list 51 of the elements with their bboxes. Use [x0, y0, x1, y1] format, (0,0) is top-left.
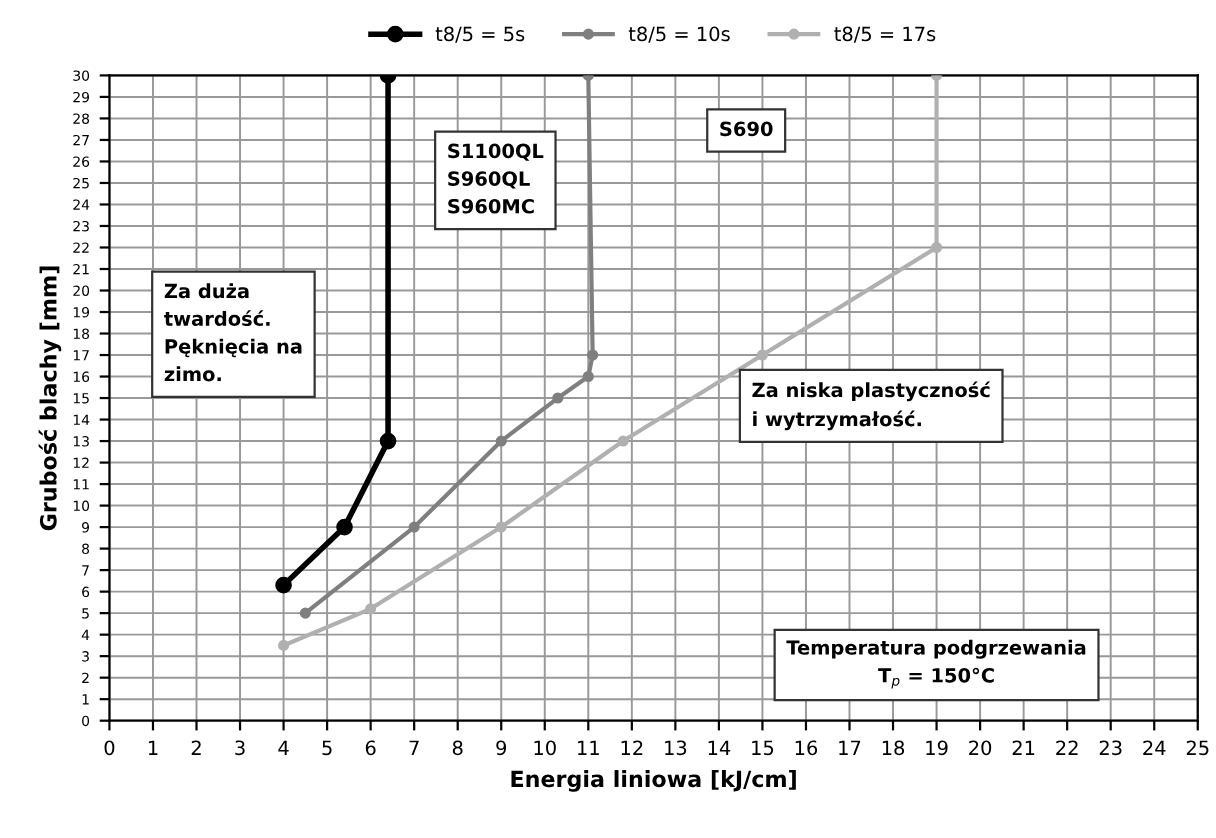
- x-tick-label: 3: [235, 740, 245, 756]
- point: [299, 607, 311, 619]
- x-tick-label: 18: [882, 740, 905, 756]
- x-tick-label: 19: [926, 740, 948, 756]
- x-tick-label: 16: [795, 740, 818, 756]
- annotation: S1100QL S960QL S960MC: [448, 143, 544, 214]
- x-tick-label: 5: [322, 740, 332, 756]
- point: [336, 518, 353, 536]
- x-tick-label: 0: [104, 740, 115, 756]
- x-tick-label: 10: [534, 740, 556, 756]
- annotation: Za duża twardość. Pęknięcia na zimo.: [164, 283, 302, 382]
- x-axis-title: Energia liniowa [kJ/cm]: [511, 770, 796, 792]
- annotation: Za niska plastyczność i wytrzymałość.: [752, 381, 991, 431]
- annotation: Temperatura podgrzewania T$_{p}$ = 150°C: [786, 639, 1086, 689]
- x-tick-label: 1: [148, 740, 158, 755]
- point: [552, 392, 564, 404]
- x-tick-label: 2: [191, 740, 201, 755]
- point: [275, 576, 292, 594]
- x-tick-label: 24: [1143, 740, 1166, 755]
- x-tick-label: 9: [496, 740, 507, 756]
- x-tick-label: 15: [752, 740, 774, 756]
- x-tick-label: 25: [1186, 740, 1209, 756]
- point: [379, 432, 397, 450]
- x-tick-label: 21: [1012, 740, 1035, 755]
- point: [278, 639, 290, 651]
- x-tick-label: 11: [578, 740, 599, 755]
- point: [617, 435, 629, 447]
- point: [587, 349, 599, 361]
- point: [756, 349, 768, 361]
- x-tick-label: 12: [621, 740, 643, 755]
- legend-label: t8/5 = 10s: [628, 26, 730, 43]
- x-tick-label: 23: [1099, 740, 1122, 756]
- x-tick-label: 8: [452, 740, 463, 756]
- point: [582, 370, 594, 383]
- annotation: S690: [720, 121, 773, 137]
- x-tick-label: 13: [665, 740, 687, 756]
- x-tick-label: 4: [278, 740, 289, 755]
- point: [408, 521, 420, 533]
- point: [495, 435, 507, 447]
- legend-label: t8/5 = 5s: [435, 26, 525, 43]
- x-tick-label: 7: [409, 740, 419, 755]
- x-tick-label: 6: [365, 740, 376, 756]
- y-axis-title: Grubość blachy [mm]: [38, 266, 62, 531]
- point: [931, 241, 943, 254]
- x-tick-label: 22: [1056, 740, 1078, 755]
- legend-label: t8/5 = 17s: [834, 26, 936, 43]
- x-tick-label: 20: [969, 740, 992, 756]
- point: [365, 603, 377, 615]
- x-tick-label: 14: [708, 740, 731, 755]
- point: [495, 521, 507, 533]
- x-tick-label: 17: [839, 740, 861, 755]
